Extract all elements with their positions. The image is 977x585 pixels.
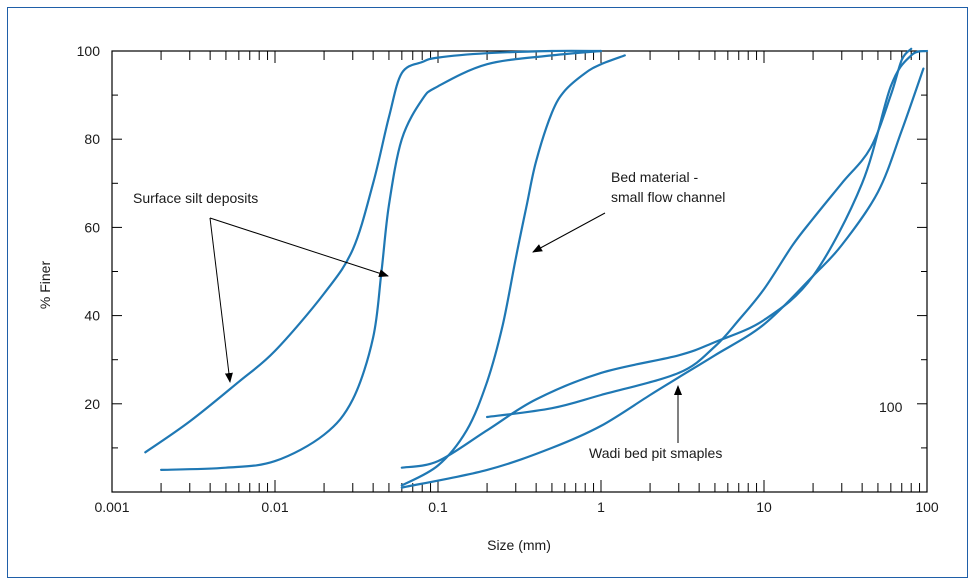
annotation-100: 100 [879,399,903,415]
y-tick-label: 40 [84,308,100,324]
arrow-surface-silt-2 [209,217,389,278]
series-line-4 [400,49,929,469]
x-tick-label: 0.01 [261,499,288,515]
annotation-surface-silt: Surface silt deposits [133,190,258,206]
series-line-6 [400,67,925,489]
annotation-bed-material-line2: small flow channel [611,189,725,205]
series-line-5 [486,47,913,419]
y-tick-label: 60 [84,219,100,235]
annotation-bed-material-line1: Bed material - [611,169,698,185]
annotation-wadi-bed: Wadi bed pit smaples [589,445,722,461]
series-line-1 [144,49,603,454]
x-axis-label: Size (mm) [487,537,551,553]
arrow-bed-material [532,212,606,253]
series-line-3 [400,54,626,487]
plot-area [111,50,928,493]
x-tick-label: 0.1 [428,499,448,515]
y-tick-label: 100 [77,43,101,59]
arrow-surface-silt-1 [209,217,233,383]
x-tick-label: 0.001 [94,499,129,515]
series-line-2 [160,49,603,471]
x-tick-label: 100 [915,499,939,515]
x-tick-label: 10 [756,499,772,515]
y-tick-label: 20 [84,396,100,412]
y-axis-label: % Finer [37,261,53,310]
figure-frame [7,7,968,578]
x-tick-label: 1 [597,499,605,515]
y-tick-label: 80 [84,131,100,147]
